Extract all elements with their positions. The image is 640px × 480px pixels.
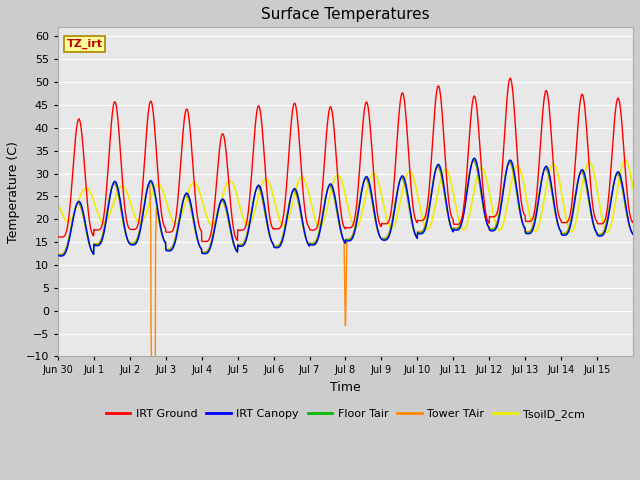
X-axis label: Time: Time <box>330 381 361 394</box>
Title: Surface Temperatures: Surface Temperatures <box>261 7 430 22</box>
Legend: IRT Ground, IRT Canopy, Floor Tair, Tower TAir, TsoilD_2cm: IRT Ground, IRT Canopy, Floor Tair, Towe… <box>101 405 589 425</box>
Y-axis label: Temperature (C): Temperature (C) <box>7 141 20 243</box>
Text: TZ_irt: TZ_irt <box>67 39 102 49</box>
